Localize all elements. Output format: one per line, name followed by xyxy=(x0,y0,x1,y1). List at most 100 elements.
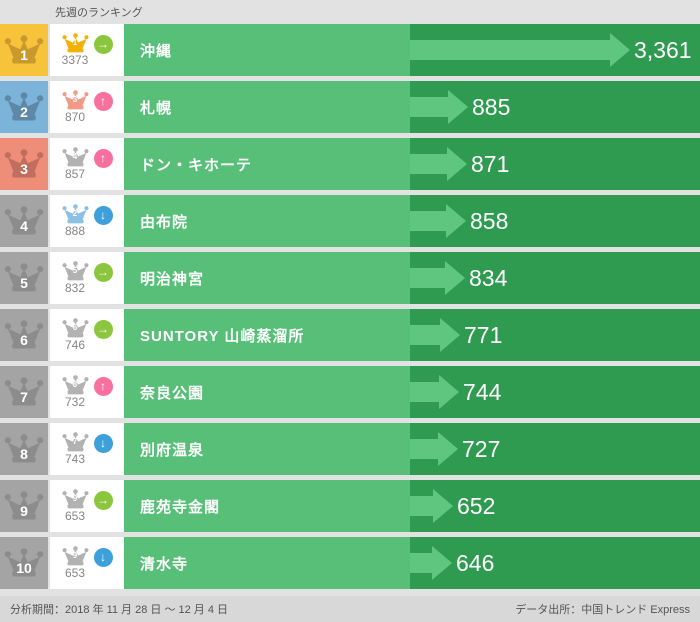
value-bar-shaft xyxy=(410,268,445,288)
prev-rank-number: 6 xyxy=(72,322,78,332)
prev-rank-box: 9 653 → xyxy=(50,480,124,532)
value-bar-arrowhead-icon xyxy=(447,147,467,181)
value-bar-area: 771 xyxy=(410,309,700,361)
rank-number: 4 xyxy=(20,218,28,234)
ranking-row: 6 6 746 → SUNTORY 山崎蒸溜所 771 xyxy=(0,309,700,361)
change-arrow-glyph: → xyxy=(97,493,109,507)
prev-week-count: 653 xyxy=(64,565,86,580)
value-bar-arrowhead-icon xyxy=(433,489,453,523)
prev-rank-box: 9 653 ↓ xyxy=(50,537,124,589)
value-bar-shaft xyxy=(410,382,439,402)
place-name: 別府温泉 xyxy=(124,423,410,475)
prev-crown-wrap: 8 xyxy=(62,375,89,396)
change-arrow-glyph: ↑ xyxy=(100,94,106,108)
prev-week-count: 732 xyxy=(64,394,86,409)
prev-rank-number: 9 xyxy=(72,550,78,560)
value-bar-area: 871 xyxy=(410,138,700,190)
prev-crown-wrap: 2 xyxy=(62,204,89,225)
prev-rank-number: 4 xyxy=(72,151,78,161)
prev-crown-wrap: 4 xyxy=(62,147,89,168)
prev-week-count: 746 xyxy=(64,337,86,352)
value-bar-area: 834 xyxy=(410,252,700,304)
ranking-row: 1 1 3373 → 沖縄 3,361 xyxy=(0,24,700,76)
rank-number: 8 xyxy=(20,446,28,462)
change-arrow-glyph: ↑ xyxy=(100,379,106,393)
value-label: 652 xyxy=(457,492,496,519)
value-bar-area: 744 xyxy=(410,366,700,418)
change-up-icon: ↑ xyxy=(93,91,113,111)
value-label: 646 xyxy=(456,549,495,576)
prev-rank-block: 4 857 xyxy=(62,147,89,181)
change-down-icon: ↓ xyxy=(93,547,113,567)
rank-badge: 4 xyxy=(0,195,48,247)
change-same-icon: → xyxy=(93,490,113,510)
prev-crown-wrap: 9 xyxy=(62,489,89,510)
value-bar-shaft xyxy=(410,439,438,459)
value-bar-area: 727 xyxy=(410,423,700,475)
rank-badge: 1 xyxy=(0,24,48,76)
prev-rank-block: 7 743 xyxy=(62,432,89,466)
prev-rank-block: 2 888 xyxy=(62,204,89,238)
rank-badge: 7 xyxy=(0,366,48,418)
prev-rank-box: 3 870 ↑ xyxy=(50,81,124,133)
value-bar-shaft xyxy=(410,40,610,60)
value-label: 858 xyxy=(470,207,509,234)
prev-rank-number: 9 xyxy=(72,493,78,503)
prev-rank-box: 2 888 ↓ xyxy=(50,195,124,247)
change-up-icon: ↑ xyxy=(93,148,113,168)
change-same-icon: → xyxy=(93,319,113,339)
prev-rank-number: 8 xyxy=(72,379,78,389)
value-bar-shaft xyxy=(410,211,446,231)
ranking-row: 5 5 832 → 明治神宮 834 xyxy=(0,252,700,304)
change-down-icon: ↓ xyxy=(93,433,113,453)
prev-week-count: 743 xyxy=(64,451,86,466)
value-label: 885 xyxy=(472,93,511,120)
value-bar-area: 646 xyxy=(410,537,700,589)
rank-number: 2 xyxy=(20,104,28,120)
value-bar-arrowhead-icon xyxy=(446,204,466,238)
value-bar-shaft xyxy=(410,496,433,516)
value-bar-arrowhead-icon xyxy=(440,318,460,352)
rank-badge: 6 xyxy=(0,309,48,361)
value-bar-arrowhead-icon xyxy=(438,432,458,466)
prev-rank-block: 9 653 xyxy=(62,489,89,523)
place-name: 由布院 xyxy=(124,195,410,247)
prev-rank-box: 6 746 → xyxy=(50,309,124,361)
ranking-row: 8 7 743 ↓ 別府温泉 727 xyxy=(0,423,700,475)
ranking-row: 9 9 653 → 鹿苑寺金閣 652 xyxy=(0,480,700,532)
value-bar-arrowhead-icon xyxy=(448,90,468,124)
prev-crown-wrap: 7 xyxy=(62,432,89,453)
value-bar-arrowhead-icon xyxy=(445,261,465,295)
change-arrow-glyph: → xyxy=(97,37,109,51)
prev-rank-number: 2 xyxy=(72,208,78,218)
place-name: 奈良公園 xyxy=(124,366,410,418)
value-label: 871 xyxy=(471,150,510,177)
place-name: 鹿苑寺金閣 xyxy=(124,480,410,532)
rank-number: 6 xyxy=(20,332,28,348)
place-name: 札幌 xyxy=(124,81,410,133)
value-bar-area: 885 xyxy=(410,81,700,133)
value-label: 771 xyxy=(464,321,503,348)
value-bar-area: 3,361 xyxy=(410,24,700,76)
change-same-icon: → xyxy=(93,262,113,282)
prev-crown-wrap: 3 xyxy=(62,90,89,111)
prev-crown-wrap: 5 xyxy=(62,261,89,282)
prev-rank-box: 8 732 ↑ xyxy=(50,366,124,418)
ranking-row: 4 2 888 ↓ 由布院 858 xyxy=(0,195,700,247)
value-label: 727 xyxy=(462,435,501,462)
change-arrow-glyph: → xyxy=(97,265,109,279)
value-bar-arrowhead-icon xyxy=(610,33,630,67)
ranking-row: 7 8 732 ↑ 奈良公園 744 xyxy=(0,366,700,418)
ranking-row: 10 9 653 ↓ 清水寺 646 xyxy=(0,537,700,589)
place-name: ドン・キホーテ xyxy=(124,138,410,190)
prev-week-count: 870 xyxy=(64,109,86,124)
prev-rank-block: 1 3373 xyxy=(62,33,89,67)
prev-week-ranking-label: 先週のランキング xyxy=(55,7,143,19)
prev-week-count: 3373 xyxy=(61,52,89,67)
rank-badge: 8 xyxy=(0,423,48,475)
prev-rank-block: 3 870 xyxy=(62,90,89,124)
change-same-icon: → xyxy=(93,34,113,54)
rank-number: 7 xyxy=(20,389,28,405)
change-arrow-glyph: ↑ xyxy=(100,151,106,165)
